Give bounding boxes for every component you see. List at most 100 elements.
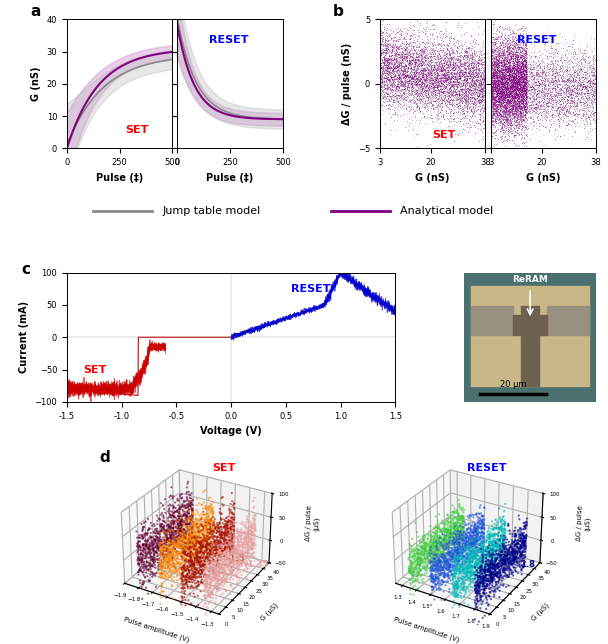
Point (470, 53, 480, 64)
Point (575, 79, 584, 90)
Point (472, 97, 482, 108)
Point (510, 41, 520, 52)
Point (534, 60, 544, 70)
Point (455, 86, 465, 96)
Point (512, 52, 522, 62)
Point (441, 73, 451, 84)
Point (486, 58, 496, 68)
Point (427, 100, 437, 110)
Point (510, 43, 520, 53)
Point (397, 96, 407, 106)
Point (500, 70, 510, 80)
Point (448, 87, 458, 97)
Point (474, 82, 483, 93)
Point (402, 73, 412, 84)
Point (433, 84, 443, 95)
Point (421, 106, 431, 116)
Point (570, 71, 580, 82)
Point (425, 55, 435, 66)
Point (502, 53, 511, 64)
Point (403, 66, 413, 76)
Point (499, 53, 509, 64)
Point (545, 121, 555, 131)
Point (513, 68, 523, 79)
Point (474, 57, 483, 67)
Point (569, 82, 579, 93)
Point (514, 125, 523, 135)
Point (379, 79, 389, 89)
Point (441, 40, 451, 50)
Point (440, 100, 449, 110)
Point (505, 70, 514, 80)
Point (415, 81, 425, 91)
Point (439, 86, 449, 97)
Point (551, 106, 561, 116)
Point (469, 85, 479, 95)
Point (494, 86, 503, 97)
Point (517, 90, 527, 100)
Point (516, 64, 525, 75)
Point (403, 71, 413, 82)
Point (505, 97, 515, 107)
Point (519, 72, 529, 82)
Point (502, 86, 512, 97)
Point (380, 48, 390, 59)
Point (505, 86, 515, 97)
Point (517, 61, 527, 71)
Point (452, 99, 462, 109)
Point (496, 48, 506, 58)
Point (500, 103, 510, 113)
Point (443, 93, 453, 103)
Point (406, 89, 416, 99)
Point (461, 46, 471, 56)
Point (513, 89, 522, 99)
Point (513, 102, 522, 112)
Point (393, 78, 402, 88)
Point (522, 78, 531, 88)
Point (510, 37, 520, 47)
Point (488, 66, 497, 77)
Point (538, 28, 548, 39)
Point (521, 45, 531, 55)
Point (527, 82, 537, 92)
Point (516, 53, 526, 63)
Point (477, 82, 486, 92)
Point (447, 102, 457, 112)
Point (471, 68, 480, 79)
Point (421, 56, 430, 66)
Point (376, 75, 385, 86)
Point (439, 64, 449, 75)
Point (428, 91, 438, 101)
Point (486, 87, 496, 97)
Point (478, 106, 488, 116)
Point (422, 79, 432, 89)
Point (499, 66, 509, 76)
Point (437, 66, 446, 77)
Point (519, 79, 528, 89)
Point (432, 57, 441, 68)
Point (395, 86, 404, 96)
Point (389, 59, 399, 69)
Point (422, 81, 432, 91)
Point (392, 41, 402, 52)
Point (550, 86, 560, 97)
Point (516, 75, 526, 85)
Point (449, 69, 459, 79)
Point (548, 91, 558, 102)
Point (505, 69, 515, 79)
Point (489, 139, 499, 149)
Point (413, 67, 423, 77)
Point (508, 54, 517, 64)
Point (512, 78, 522, 88)
Point (542, 66, 551, 77)
Point (428, 79, 438, 90)
Point (440, 98, 450, 108)
Point (489, 53, 499, 64)
Point (578, 83, 587, 93)
Point (561, 66, 571, 77)
Point (519, 80, 528, 90)
Point (494, 107, 504, 117)
Point (492, 91, 502, 102)
Point (438, 54, 448, 64)
Point (501, 111, 511, 121)
